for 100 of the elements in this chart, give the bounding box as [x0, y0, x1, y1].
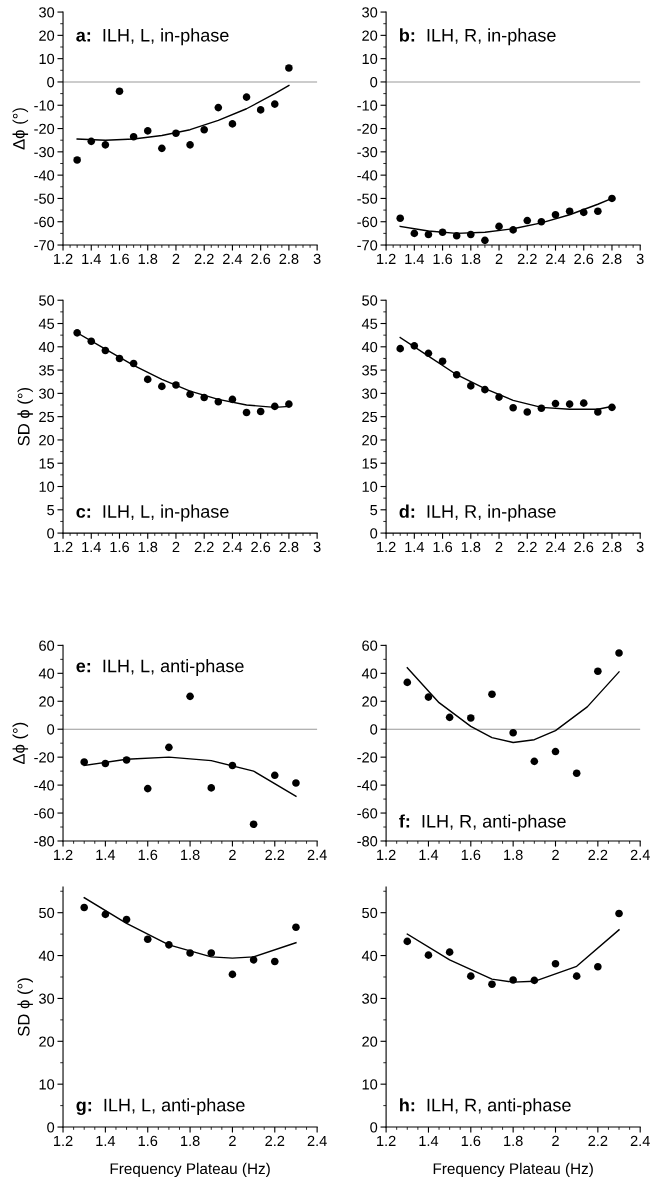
point [509, 404, 517, 412]
x-tick-label: 2 [172, 541, 180, 552]
point [87, 337, 96, 346]
point [270, 771, 279, 780]
y-tick-label: 50 [362, 907, 378, 919]
point [551, 959, 560, 968]
y-tick-label: -20 [357, 123, 378, 134]
y-tick-label: 10 [39, 481, 55, 492]
x-tick-label: 1.8 [461, 541, 481, 553]
x-tick-label: 1.4 [96, 849, 116, 860]
y-tick-label: 35 [39, 365, 55, 376]
point [488, 980, 496, 989]
point [80, 903, 89, 912]
x-tick-label: 2 [172, 253, 180, 264]
y-tick-label: -60 [357, 216, 378, 228]
y-tick-label: 10 [39, 53, 55, 65]
x-tick-label: 1.6 [433, 541, 453, 553]
x-tick-label: 2 [229, 849, 236, 860]
x-axis-title: Frequency Plateau (Hz) [433, 1162, 593, 1178]
line-series [406, 667, 620, 744]
point [445, 713, 454, 722]
y-tick-label: 20 [39, 30, 55, 41]
x-tick-label: 1.4 [419, 1135, 439, 1146]
y-tick-label: 25 [39, 411, 55, 423]
y-tick-label: 0 [47, 724, 55, 735]
y-tick-label: 10 [39, 1079, 55, 1090]
x-tick-label: 2.8 [602, 253, 622, 265]
point [481, 236, 489, 245]
point [572, 769, 581, 778]
point [438, 228, 447, 237]
x-tick-label: 1.6 [138, 1135, 158, 1147]
x-tick-label: 2 [495, 253, 503, 264]
x-tick-label: 2 [495, 541, 503, 552]
point [73, 156, 81, 164]
y-tick-label: -50 [34, 193, 55, 204]
x-tick-label: 2.4 [307, 1135, 327, 1146]
point [467, 972, 475, 980]
point [200, 393, 208, 402]
point [186, 692, 194, 701]
y-tick-label: -30 [34, 146, 55, 158]
y-tick-label: -80 [34, 836, 55, 847]
y-tick-label: 45 [361, 318, 378, 329]
x-tick-label: 2.4 [307, 849, 327, 860]
x-tick-label: 2.4 [223, 541, 243, 552]
point [101, 346, 110, 355]
text: e: ILH, L, anti-phase [76, 659, 244, 676]
y-tick-label: 50 [362, 295, 378, 306]
point [101, 910, 110, 919]
y-tick-label: 20 [362, 435, 378, 446]
y-tick-label: 30 [39, 7, 55, 18]
y-tick-label: 20 [362, 30, 378, 41]
point [565, 400, 574, 408]
point [488, 690, 496, 699]
text: d: ILH, R, in-phase [399, 504, 556, 522]
point [410, 342, 419, 350]
x-tick-label: 1.4 [405, 541, 425, 552]
point [403, 678, 412, 687]
point [158, 382, 166, 391]
point [467, 230, 475, 239]
x-tick-label: 2.6 [251, 253, 271, 265]
x-tick-label: 2.2 [265, 849, 285, 860]
x-tick-label: 1.8 [138, 253, 158, 265]
x-tick-label: 1.6 [110, 541, 129, 553]
point [214, 103, 223, 112]
x-tick-label: 1.4 [405, 253, 425, 264]
y-tick-label: -40 [357, 170, 378, 181]
point [594, 207, 602, 216]
point [396, 344, 405, 353]
y-tick-label: 0 [47, 528, 55, 539]
point [615, 909, 623, 918]
x-tick-label: 2.8 [279, 253, 299, 265]
x-tick-label: 1.2 [377, 1135, 396, 1146]
point [129, 132, 138, 141]
x-tick-label: 2.4 [630, 1135, 650, 1146]
point [122, 756, 131, 764]
point [594, 667, 602, 676]
point [270, 402, 279, 411]
y-tick-label: 20 [362, 696, 378, 707]
point [292, 923, 300, 932]
point [249, 820, 258, 829]
point [509, 976, 517, 984]
point [186, 141, 194, 149]
y-tick-label: 30 [362, 993, 378, 1004]
point [214, 397, 223, 406]
text: c: ILH, L, in-phase [76, 504, 229, 522]
point [186, 949, 194, 957]
point [551, 747, 560, 756]
y-tick-label: 40 [38, 950, 55, 961]
point [410, 229, 419, 238]
point [228, 395, 237, 404]
point [256, 407, 265, 416]
point [122, 915, 131, 924]
y-tick-label: 30 [39, 388, 55, 399]
x-tick-label: 1.2 [54, 1135, 73, 1146]
y-tick-label: 60 [39, 640, 55, 651]
x-tick-label: 1.4 [96, 1135, 116, 1146]
point [228, 120, 237, 128]
text: h: ILH, R, anti-phase [400, 1098, 571, 1116]
text: b: ILH, R, in-phase [400, 28, 556, 46]
point [579, 399, 588, 407]
